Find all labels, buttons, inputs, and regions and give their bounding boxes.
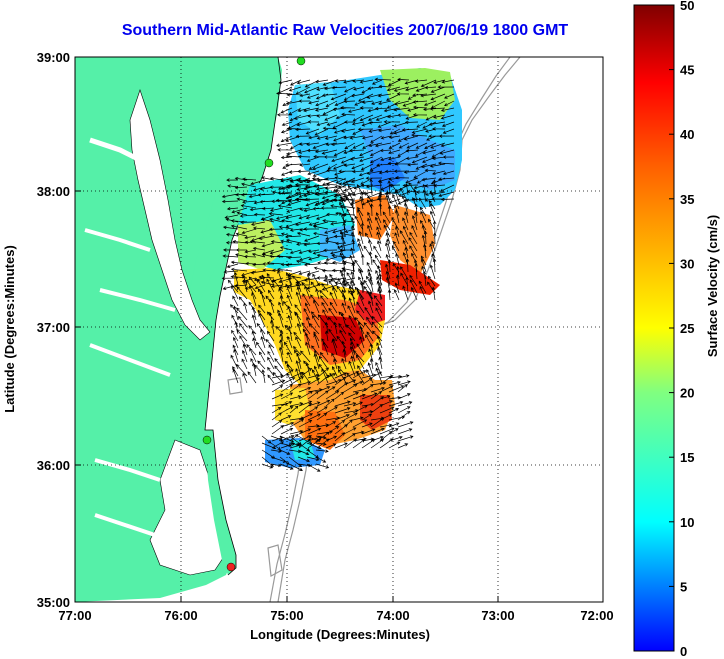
- y-axis-label: Latitude (Degrees:Minutes): [2, 245, 17, 413]
- colorbar-ticks: [669, 4, 674, 652]
- colorbar-tick-label: 50: [680, 0, 694, 13]
- x-tick-label: 77:00: [58, 608, 91, 623]
- colorbar-tick-label: 5: [680, 579, 687, 594]
- colorbar-tick-label: 35: [680, 192, 694, 207]
- colorbar: [633, 4, 675, 652]
- y-tick-label: 39:00: [37, 50, 70, 65]
- x-tick-label: 74:00: [376, 608, 409, 623]
- plot-frame: [74, 56, 604, 603]
- y-tick-label: 35:00: [37, 595, 70, 610]
- colorbar-tick-label: 20: [680, 386, 694, 401]
- x-tick-label: 73:00: [481, 608, 514, 623]
- river-albemarle: [94, 458, 161, 482]
- velocity-arrows: [221, 77, 455, 472]
- station-1-marker: [296, 57, 306, 66]
- colorbar-tick-label: 0: [680, 644, 687, 659]
- colorbar-tick-label: 10: [680, 515, 694, 530]
- map-title: Southern Mid-Atlantic Raw Velocities 200…: [121, 22, 569, 39]
- colorbar-label: Surface Velocity (cm/s): [705, 215, 720, 357]
- colorbar-tick-label: 30: [680, 256, 694, 271]
- x-tick-label: 76:00: [164, 608, 197, 623]
- river-york: [99, 288, 176, 312]
- velocity-arrow-set: [221, 77, 455, 472]
- station-2-marker: [264, 158, 274, 168]
- coastline: [204, 57, 282, 576]
- bathymetry-contours: [227, 57, 521, 602]
- y-tick-label: 36:00: [37, 458, 70, 473]
- station-4-marker: [226, 562, 236, 572]
- x-tick-label: 75:00: [270, 608, 303, 623]
- colorbar-tick-label: 25: [680, 321, 694, 336]
- grid: [75, 57, 603, 602]
- colorbar-tick-label: 45: [680, 63, 694, 78]
- axis-ticks: [74, 56, 604, 603]
- river-rappahannock: [84, 228, 151, 252]
- station-3-marker: [202, 435, 212, 445]
- y-tick-label: 37:00: [37, 320, 70, 335]
- outer-banks: [205, 430, 236, 575]
- y-tick-label: 38:00: [37, 184, 70, 199]
- x-axis-label: Longitude (Degrees:Minutes): [250, 627, 430, 642]
- colorbar-tick-label: 40: [680, 127, 694, 142]
- colorbar-tick-label: 15: [680, 450, 694, 465]
- river-pamlico: [94, 513, 156, 537]
- chesapeake-bay: [129, 89, 211, 341]
- x-tick-label: 72:00: [580, 608, 613, 623]
- river-james: [89, 343, 171, 377]
- river-potomac: [89, 137, 142, 163]
